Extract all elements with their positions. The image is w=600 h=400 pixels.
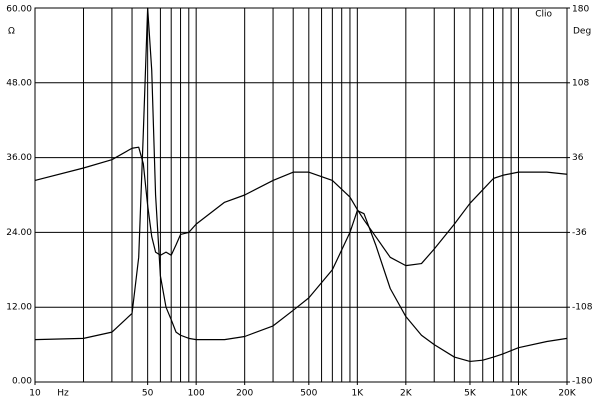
y-tick-label: 0.00 [12, 377, 32, 387]
y-tick-label: 48.00 [6, 78, 32, 88]
y2-tick-label: -36 [572, 228, 587, 238]
x-tick-label: 2K [400, 389, 413, 399]
y2-tick-label: 36 [572, 153, 584, 163]
x-tick-label: 500 [300, 389, 317, 399]
x-tick-label: 5K [464, 389, 477, 399]
x-tick-label: 200 [236, 389, 253, 399]
series-line [34, 7, 568, 363]
y-unit: Ω [8, 27, 15, 37]
y-tick-label: 36.00 [6, 153, 32, 163]
y2-tick-label: 180 [572, 5, 589, 15]
plot-frame [34, 7, 568, 383]
x-tick-label: 10K [510, 389, 528, 399]
y-tick-label: 24.00 [6, 228, 32, 238]
x-tick-label: 100 [188, 389, 205, 399]
x-tick-label: 50 [142, 389, 154, 399]
y2-tick-label: -180 [572, 377, 593, 387]
x-tick-label: 1K [352, 389, 365, 399]
x-tick-label: 20K [558, 389, 576, 399]
y-tick-label: 12.00 [6, 303, 32, 313]
y2-tick-label: -108 [572, 303, 593, 313]
y2-tick-label: 108 [572, 78, 589, 88]
y2-unit: Deg [573, 27, 591, 37]
y-tick-label: 60.00 [6, 5, 32, 15]
x-tick-label: 10 [29, 389, 41, 399]
series-line [34, 146, 568, 267]
chart-title: Clio [535, 10, 552, 20]
x-unit: Hz [57, 389, 69, 399]
